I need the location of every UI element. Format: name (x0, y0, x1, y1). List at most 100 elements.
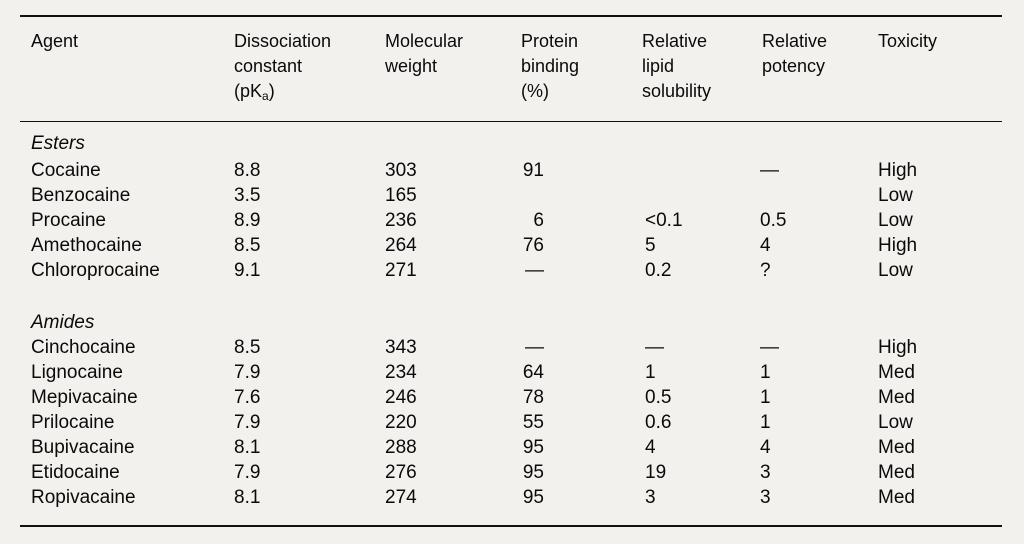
agent-name: Etidocaine (31, 462, 120, 483)
agent-name: Cocaine (31, 160, 101, 181)
potency-value: — (760, 337, 779, 358)
molecular-weight-value: 303 (385, 160, 417, 181)
table-row: Prilocaine 7.9 220 55 0.6 1 Low (0, 412, 1024, 437)
section-label-amides: Amides (31, 312, 95, 333)
agent-name: Lignocaine (31, 362, 123, 383)
header-protein-binding: Protein binding (%) (521, 31, 580, 101)
header-molecular-weight: Molecular weight (385, 31, 464, 76)
toxicity-value: Low (878, 210, 913, 231)
toxicity-value: High (878, 160, 918, 181)
protein-binding-value: 95 (522, 437, 544, 458)
molecular-weight-value: 274 (385, 487, 417, 508)
potency-value: 4 (760, 437, 771, 458)
toxicity-value: Med (878, 437, 915, 458)
agent-name: Procaine (31, 210, 106, 231)
toxicity-value: Med (878, 387, 915, 408)
molecular-weight-value: 276 (385, 462, 417, 483)
protein-binding-value: 6 (533, 210, 544, 231)
toxicity-value: High (878, 235, 918, 256)
table-row: Cinchocaine 8.5 343 — — — High (0, 337, 1024, 362)
molecular-weight-value: 271 (385, 260, 417, 281)
lipid-solubility-value: 0.6 (645, 412, 672, 433)
agent-name: Ropivacaine (31, 487, 136, 508)
pka-value: 8.1 (234, 487, 261, 508)
lipid-solubility-value: — (645, 337, 664, 358)
pka-value: 9.1 (234, 260, 261, 281)
header-relative-lipid-solubility: Relative lipid solubility (642, 31, 712, 101)
header-toxicity: Toxicity (878, 31, 938, 51)
pka-value: 8.9 (234, 210, 261, 231)
toxicity-value: Med (878, 487, 915, 508)
molecular-weight-value: 246 (385, 387, 417, 408)
molecular-weight-value: 220 (385, 412, 417, 433)
agent-name: Benzocaine (31, 185, 131, 206)
header-dissociation-constant: Dissociation constant (pKa) (234, 31, 332, 103)
pka-value: 7.6 (234, 387, 261, 408)
agent-name: Bupivacaine (31, 437, 135, 458)
table-row: Mepivacaine 7.6 246 78 0.5 1 Med (0, 387, 1024, 412)
potency-value: 1 (760, 387, 771, 408)
potency-value: ? (760, 260, 771, 281)
table-row: Etidocaine 7.9 276 95 19 3 Med (0, 462, 1024, 487)
table-row: Bupivacaine 8.1 288 95 4 4 Med (0, 437, 1024, 462)
pka-value: 7.9 (234, 462, 261, 483)
header-rule (20, 121, 1002, 122)
pka-value: 7.9 (234, 362, 261, 383)
table-row: Procaine 8.9 236 6 <0.1 0.5 Low (0, 210, 1024, 235)
molecular-weight-value: 165 (385, 185, 417, 206)
potency-value: 1 (760, 362, 771, 383)
table-row: Ropivacaine 8.1 274 95 3 3 Med (0, 487, 1024, 512)
table-row: Benzocaine 3.5 165 Low (0, 185, 1024, 210)
agent-name: Amethocaine (31, 235, 142, 256)
table-row: Chloroprocaine 9.1 271 — 0.2 ? Low (0, 260, 1024, 285)
potency-value: 0.5 (760, 210, 787, 231)
section-label-esters: Esters (31, 133, 85, 154)
toxicity-value: Med (878, 362, 915, 383)
pka-value: 7.9 (234, 412, 261, 433)
protein-binding-value: 64 (522, 362, 544, 383)
table-row: Cocaine 8.8 303 91 — High (0, 160, 1024, 185)
top-rule (20, 15, 1002, 17)
potency-value: 3 (760, 462, 771, 483)
pka-value: 8.8 (234, 160, 261, 181)
molecular-weight-value: 264 (385, 235, 417, 256)
lipid-solubility-value: 5 (645, 235, 656, 256)
lipid-solubility-value: 1 (645, 362, 656, 383)
agent-name: Cinchocaine (31, 337, 136, 358)
lipid-solubility-value: <0.1 (645, 210, 683, 231)
protein-binding-value: 55 (522, 412, 544, 433)
molecular-weight-value: 236 (385, 210, 417, 231)
protein-binding-value: 78 (522, 387, 544, 408)
potency-value: — (760, 160, 779, 181)
potency-value: 3 (760, 487, 771, 508)
protein-binding-value: — (525, 337, 544, 358)
protein-binding-value: 76 (522, 235, 544, 256)
pka-value: 8.5 (234, 337, 261, 358)
lipid-solubility-value: 0.2 (645, 260, 672, 281)
potency-value: 1 (760, 412, 771, 433)
table-row: Amethocaine 8.5 264 76 5 4 High (0, 235, 1024, 260)
protein-binding-value: 91 (522, 160, 544, 181)
agent-name: Chloroprocaine (31, 260, 160, 281)
molecular-weight-value: 343 (385, 337, 417, 358)
potency-value: 4 (760, 235, 771, 256)
agent-name: Prilocaine (31, 412, 115, 433)
pka-value: 3.5 (234, 185, 261, 206)
toxicity-value: Low (878, 412, 913, 433)
table-row: Lignocaine 7.9 234 64 1 1 Med (0, 362, 1024, 387)
toxicity-value: High (878, 337, 918, 358)
lipid-solubility-value: 19 (645, 462, 667, 483)
molecular-weight-value: 288 (385, 437, 417, 458)
protein-binding-value: 95 (522, 487, 544, 508)
toxicity-value: Med (878, 462, 915, 483)
lipid-solubility-value: 3 (645, 487, 656, 508)
toxicity-value: Low (878, 260, 913, 281)
molecular-weight-value: 234 (385, 362, 417, 383)
agent-name: Mepivacaine (31, 387, 138, 408)
header-agent: Agent (31, 31, 79, 51)
pka-value: 8.1 (234, 437, 261, 458)
lipid-solubility-value: 4 (645, 437, 656, 458)
lipid-solubility-value: 0.5 (645, 387, 672, 408)
header-relative-potency: Relative potency (762, 31, 828, 76)
pka-value: 8.5 (234, 235, 261, 256)
